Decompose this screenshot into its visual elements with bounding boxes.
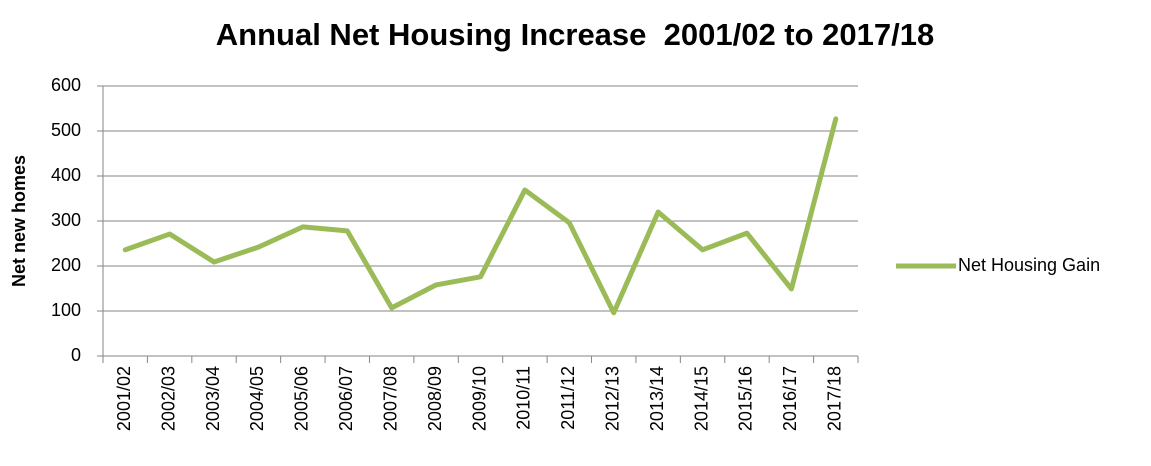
chart-title: Annual Net Housing Increase 2001/02 to 2…	[216, 17, 934, 52]
y-axis-label: Net new homes	[9, 155, 29, 287]
x-tick-label: 2003/04	[203, 366, 223, 431]
y-tick-label: 300	[51, 210, 81, 230]
x-tick-label: 2006/07	[336, 366, 356, 431]
x-tick-label: 2009/10	[469, 366, 489, 431]
x-tick-label: 2015/16	[736, 366, 756, 431]
y-tick-label: 600	[51, 75, 81, 95]
y-tick-label: 200	[51, 255, 81, 275]
legend-label: Net Housing Gain	[958, 255, 1100, 275]
x-tick-label: 2010/11	[514, 366, 534, 430]
y-tick-label: 100	[51, 300, 81, 320]
y-tick-label: 500	[51, 120, 81, 140]
y-tick-label: 0	[71, 345, 81, 365]
x-tick-label: 2014/15	[691, 366, 711, 431]
x-tick-label: 2004/05	[247, 366, 267, 431]
x-tick-label: 2007/08	[380, 366, 400, 431]
x-tick-label: 2016/17	[780, 366, 800, 431]
x-tick-label: 2002/03	[158, 366, 178, 431]
x-tick-label: 2008/09	[425, 366, 445, 431]
x-tick-label: 2001/02	[114, 366, 134, 431]
x-tick-label: 2012/13	[602, 366, 622, 431]
x-tick-label: 2005/06	[292, 366, 312, 431]
x-tick-label: 2017/18	[825, 366, 845, 431]
x-tick-label: 2011/12	[558, 366, 578, 430]
data-line	[122, 116, 839, 316]
y-tick-label: 400	[51, 165, 81, 185]
x-tick-label: 2013/14	[647, 366, 667, 431]
